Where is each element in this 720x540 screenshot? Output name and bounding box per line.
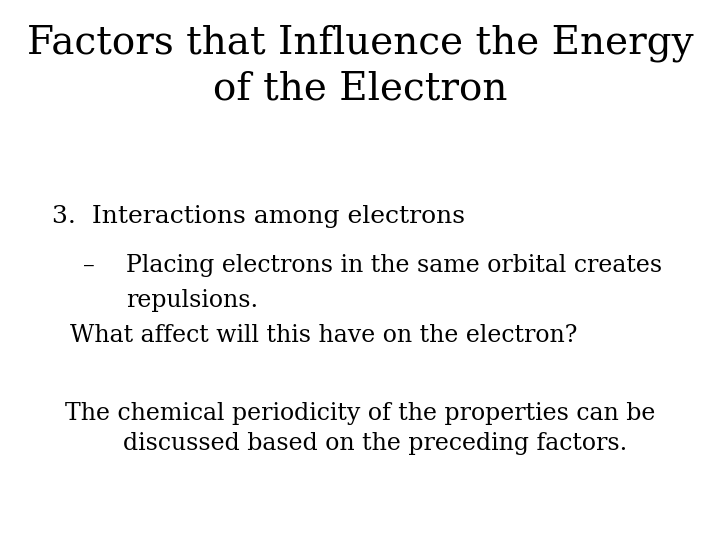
- Text: The chemical periodicity of the properties can be
    discussed based on the pre: The chemical periodicity of the properti…: [65, 402, 655, 455]
- Text: Placing electrons in the same orbital creates: Placing electrons in the same orbital cr…: [126, 254, 662, 277]
- Text: –: –: [83, 254, 94, 277]
- Text: Factors that Influence the Energy
of the Electron: Factors that Influence the Energy of the…: [27, 24, 693, 107]
- Text: What affect will this have on the electron?: What affect will this have on the electr…: [70, 324, 577, 347]
- Text: 3.  Interactions among electrons: 3. Interactions among electrons: [52, 205, 465, 228]
- Text: repulsions.: repulsions.: [126, 289, 258, 312]
